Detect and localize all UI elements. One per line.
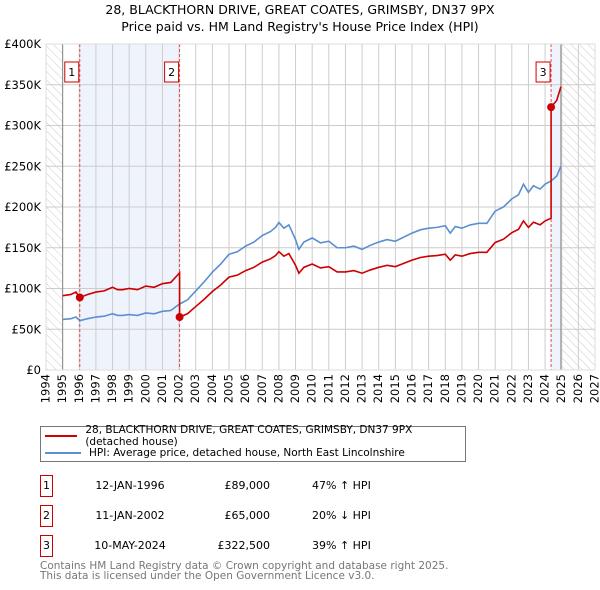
x-tick-label: 2019	[454, 374, 468, 403]
x-tick-label: 1995	[55, 374, 69, 403]
x-tick-label: 2001	[155, 374, 169, 403]
y-tick-label: £350K	[4, 78, 41, 92]
legend-swatch-hpi	[45, 452, 81, 454]
transaction-price: £89,000	[224, 479, 271, 492]
footer: Contains HM Land Registry data © Crown c…	[40, 560, 449, 582]
sale-point	[547, 103, 556, 112]
x-tick-label: 2003	[188, 374, 202, 403]
chart-title: 28, BLACKTHORN DRIVE, GREAT COATES, GRIM…	[105, 2, 495, 17]
y-tick-label: £200K	[4, 200, 41, 214]
y-tick-label: £100K	[4, 282, 41, 296]
transaction-number: 1	[40, 475, 53, 497]
x-tick-label: 1997	[88, 374, 102, 403]
x-tick-label: 2005	[222, 374, 236, 403]
x-tick-label: 2025	[554, 374, 568, 403]
legend-item-hpi: HPI: Average price, detached house, Nort…	[45, 445, 405, 461]
plot-border	[45, 43, 596, 371]
legend-swatch-property	[45, 435, 78, 437]
sale-label-box	[64, 61, 80, 83]
x-tick-label: 2015	[388, 374, 402, 403]
x-tick-label: 2004	[205, 374, 219, 403]
property-price-line	[62, 86, 562, 319]
legend-label-property: 28, BLACKTHORN DRIVE, GREAT COATES, GRIM…	[85, 424, 413, 448]
y-tick-label: £150K	[4, 241, 41, 255]
x-tick-label: 2014	[371, 374, 385, 403]
x-tick-label: 2016	[405, 374, 419, 403]
x-tick-label: 2024	[538, 374, 552, 403]
transaction-number: 2	[40, 505, 53, 527]
sale-point	[175, 313, 184, 322]
hpi-line	[62, 165, 562, 322]
x-tick-label: 2000	[138, 374, 152, 403]
sale-label: 1	[68, 66, 75, 79]
legend-item-property: 28, BLACKTHORN DRIVE, GREAT COATES, GRIM…	[45, 424, 465, 448]
x-tick-label: 2018	[438, 374, 452, 403]
legend: 28, BLACKTHORN DRIVE, GREAT COATES, GRIM…	[40, 424, 466, 462]
price-chart: 1994 1995 1996 1997 1998 1999 2000 2001 2002 2003…	[4, 37, 600, 403]
transaction-row: 2 11-JAN-2002 £65,000 20% ↓ HPI	[40, 505, 600, 529]
transaction-date: 10-MAY-2024	[94, 539, 166, 552]
x-tick-label: 1999	[122, 374, 136, 403]
x-tick-label: 2008	[271, 374, 285, 403]
footer-licence: This data is licensed under the Open Gov…	[40, 570, 375, 582]
y-tick-label: £400K	[4, 37, 41, 51]
x-tick-label: 2026	[571, 374, 585, 403]
transaction-row: 1 12-JAN-1996 £89,000 47% ↑ HPI	[40, 475, 600, 499]
x-tick-label: 2006	[238, 374, 252, 403]
transaction-price: £322,500	[217, 539, 271, 552]
transaction-date: 12-JAN-1996	[95, 479, 165, 492]
transaction-hpi-diff: 47% ↑ HPI	[312, 479, 371, 492]
x-tick-label: 2010	[305, 374, 319, 403]
x-tick-label: 2002	[172, 374, 186, 403]
transaction-price: £65,000	[224, 509, 271, 522]
chart-subtitle: Price paid vs. HM Land Registry's House …	[121, 19, 479, 34]
x-tick-label: 2021	[488, 374, 502, 403]
y-tick-label: £250K	[4, 159, 41, 173]
transaction-hpi-diff: 39% ↑ HPI	[312, 539, 371, 552]
sale-label: 3	[540, 66, 547, 79]
x-tick-label: 1994	[39, 374, 53, 403]
transaction-number: 3	[40, 535, 53, 557]
sale-label-box	[535, 61, 551, 83]
sale-point	[75, 293, 84, 302]
x-tick-label: 2009	[288, 374, 302, 403]
footer-copyright: Contains HM Land Registry data © Crown c…	[40, 560, 449, 572]
x-tick-label: 1998	[105, 374, 119, 403]
y-tick-label: £0	[26, 363, 41, 377]
x-tick-label: 2022	[504, 374, 518, 403]
x-tick-label: 2027	[588, 374, 600, 403]
x-tick-label: 2012	[338, 374, 352, 403]
x-tick-label: 2013	[355, 374, 369, 403]
x-tick-label: 2017	[421, 374, 435, 403]
x-tick-label: 2007	[255, 374, 269, 403]
transaction-date: 11-JAN-2002	[95, 509, 165, 522]
x-tick-label: 2020	[471, 374, 485, 403]
x-tick-label: 2011	[321, 374, 335, 403]
sale-label: 2	[168, 66, 175, 79]
transaction-row: 3 10-MAY-2024 £322,500 39% ↑ HPI	[40, 535, 600, 559]
legend-label-hpi: HPI: Average price, detached house, Nort…	[89, 447, 405, 459]
transaction-hpi-diff: 20% ↓ HPI	[312, 509, 371, 522]
x-tick-label: 2023	[521, 374, 535, 403]
sale-label-box	[164, 61, 180, 83]
y-tick-label: £300K	[4, 119, 41, 133]
x-tick-label: 1996	[72, 374, 86, 403]
y-tick-label: £50K	[12, 322, 42, 336]
